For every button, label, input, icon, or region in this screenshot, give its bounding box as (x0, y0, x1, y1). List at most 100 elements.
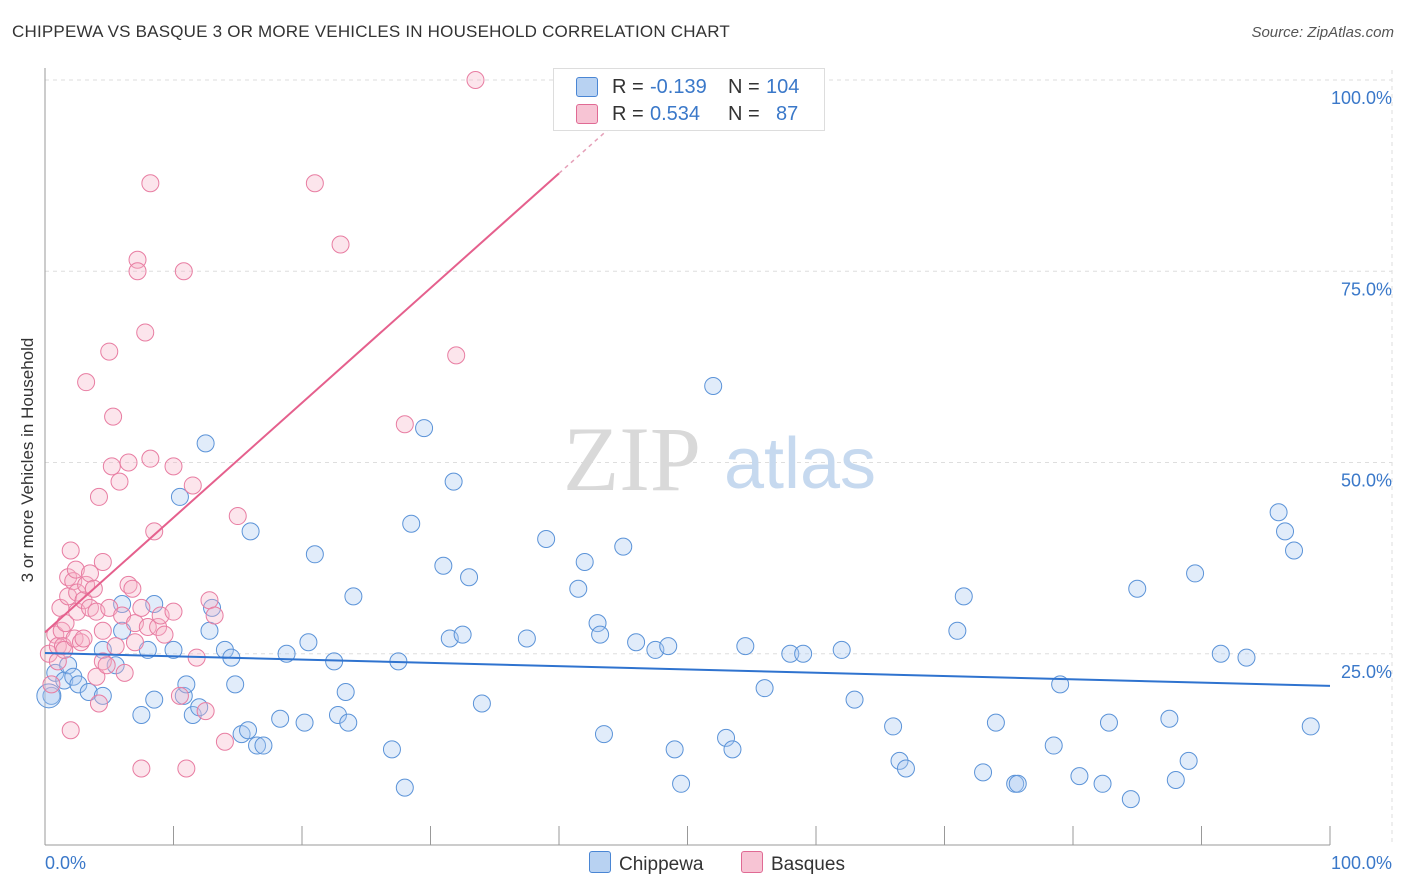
basques-point (174, 262, 193, 281)
chippewa-point (781, 644, 800, 663)
bottom-legend-chippewa: Chippewa (589, 851, 704, 876)
source-label: Source: ZipAtlas.com (1251, 24, 1394, 41)
chippewa-point (1276, 522, 1295, 541)
chippewa-point (254, 736, 273, 755)
chippewa-point (659, 637, 678, 656)
y-tick-label: 100.0% (1331, 88, 1392, 108)
trend-lines (44, 126, 1331, 687)
chippewa-point (402, 514, 421, 533)
chippewa-point (736, 637, 755, 656)
chippewa-point (164, 640, 183, 659)
basques-point (68, 583, 87, 602)
basques-point (132, 759, 151, 778)
chippewa-point (226, 675, 245, 694)
chippewa-point (177, 675, 196, 694)
tick-labels: 25.0% 50.0% 75.0% 100.0% 0.0% 100.0% (45, 88, 1392, 873)
chippewa-point (1099, 713, 1118, 732)
chippewa-point (59, 656, 78, 675)
x-tick-label: 100.0% (1331, 853, 1392, 873)
chippewa-point (36, 683, 62, 709)
chippewa-point (832, 640, 851, 659)
chippewa-trend-line (44, 651, 1331, 687)
chippewa-point (755, 679, 774, 698)
chippewa-point (1128, 579, 1147, 598)
bottom-legend-swatch-chippewa (589, 851, 611, 873)
basques-point (119, 453, 138, 472)
legend-r-label: R = (612, 76, 644, 98)
basques-point (138, 617, 157, 636)
chippewa-point (395, 778, 414, 797)
basques-point (305, 174, 324, 193)
bottom-legend-basques: Basques (741, 851, 845, 876)
legend-r-label: R = (612, 103, 644, 125)
basques-point (149, 617, 168, 636)
chippewa-point (794, 644, 813, 663)
basques-point (145, 522, 164, 541)
basques-point (128, 262, 147, 281)
basques-point (89, 487, 108, 506)
basques-point (177, 759, 196, 778)
chippewa-point (344, 587, 363, 606)
chippewa-point (537, 530, 556, 548)
y-axis-title: 3 or more Vehicles in Household (18, 337, 37, 583)
legend-swatch-basques (576, 104, 598, 124)
chippewa-point (591, 625, 610, 644)
basques-trend-line (44, 172, 560, 634)
chippewa-point (1186, 564, 1205, 583)
chippewa-point (271, 709, 290, 728)
basques-point (106, 637, 125, 656)
basques-point (447, 346, 466, 365)
basques-point (395, 415, 414, 434)
bottom-legend-label: Chippewa (619, 854, 704, 875)
chart-title: CHIPPEWA VS BASQUE 3 OR MORE VEHICLES IN… (12, 22, 730, 41)
stats-legend: R = -0.139 N = 104 R = 0.534 N = 87 (553, 68, 825, 131)
basques-point (110, 472, 129, 491)
basques-point (466, 71, 485, 89)
bottom-legend-swatch-basques (741, 851, 763, 873)
basques-point (74, 629, 93, 648)
basques-point (155, 625, 174, 644)
basques-point (123, 579, 142, 598)
series-basques (39, 71, 485, 778)
chippewa-point (453, 625, 472, 644)
legend-n-value: 104 (766, 76, 800, 98)
basques-point (215, 732, 234, 751)
chippewa-point (723, 740, 742, 759)
legend-n-label: N = (728, 76, 760, 98)
chippewa-point (948, 621, 967, 640)
axes (44, 68, 1331, 846)
chippewa-point (954, 587, 973, 606)
basques-point (331, 235, 350, 254)
chippewa-point (1179, 751, 1198, 770)
chippewa-point (986, 713, 1005, 732)
watermark-atlas: atlas (724, 424, 876, 504)
chippewa-point (132, 705, 151, 724)
bottom-legend-label: Basques (771, 854, 845, 875)
chippewa-point (1269, 503, 1288, 522)
chippewa-point (277, 644, 296, 663)
chippewa-point (1160, 709, 1179, 728)
chippewa-point (1301, 717, 1320, 736)
chippewa-point (69, 675, 88, 694)
chippewa-point (704, 377, 723, 395)
basques-point (115, 663, 134, 682)
chippewa-point (79, 683, 98, 701)
chippewa-point (434, 556, 453, 575)
chippewa-point (588, 614, 607, 633)
chippewa-point (444, 472, 463, 491)
legend-r-value: 0.534 (650, 103, 701, 125)
basques-point (87, 667, 106, 686)
chippewa-point (974, 763, 993, 782)
basques-point (61, 721, 80, 740)
chippewa-point (1044, 736, 1063, 755)
legend-r-value: -0.139 (650, 76, 707, 98)
basques-point (164, 602, 183, 621)
basques-point (170, 686, 189, 705)
x-tick-label: 0.0% (45, 853, 86, 873)
basques-point (183, 476, 202, 495)
basques-point (42, 675, 61, 694)
basques-point (100, 342, 119, 361)
chippewa-point (672, 774, 691, 793)
chippewa-point (174, 686, 193, 705)
legend-swatch-chippewa (576, 77, 598, 97)
